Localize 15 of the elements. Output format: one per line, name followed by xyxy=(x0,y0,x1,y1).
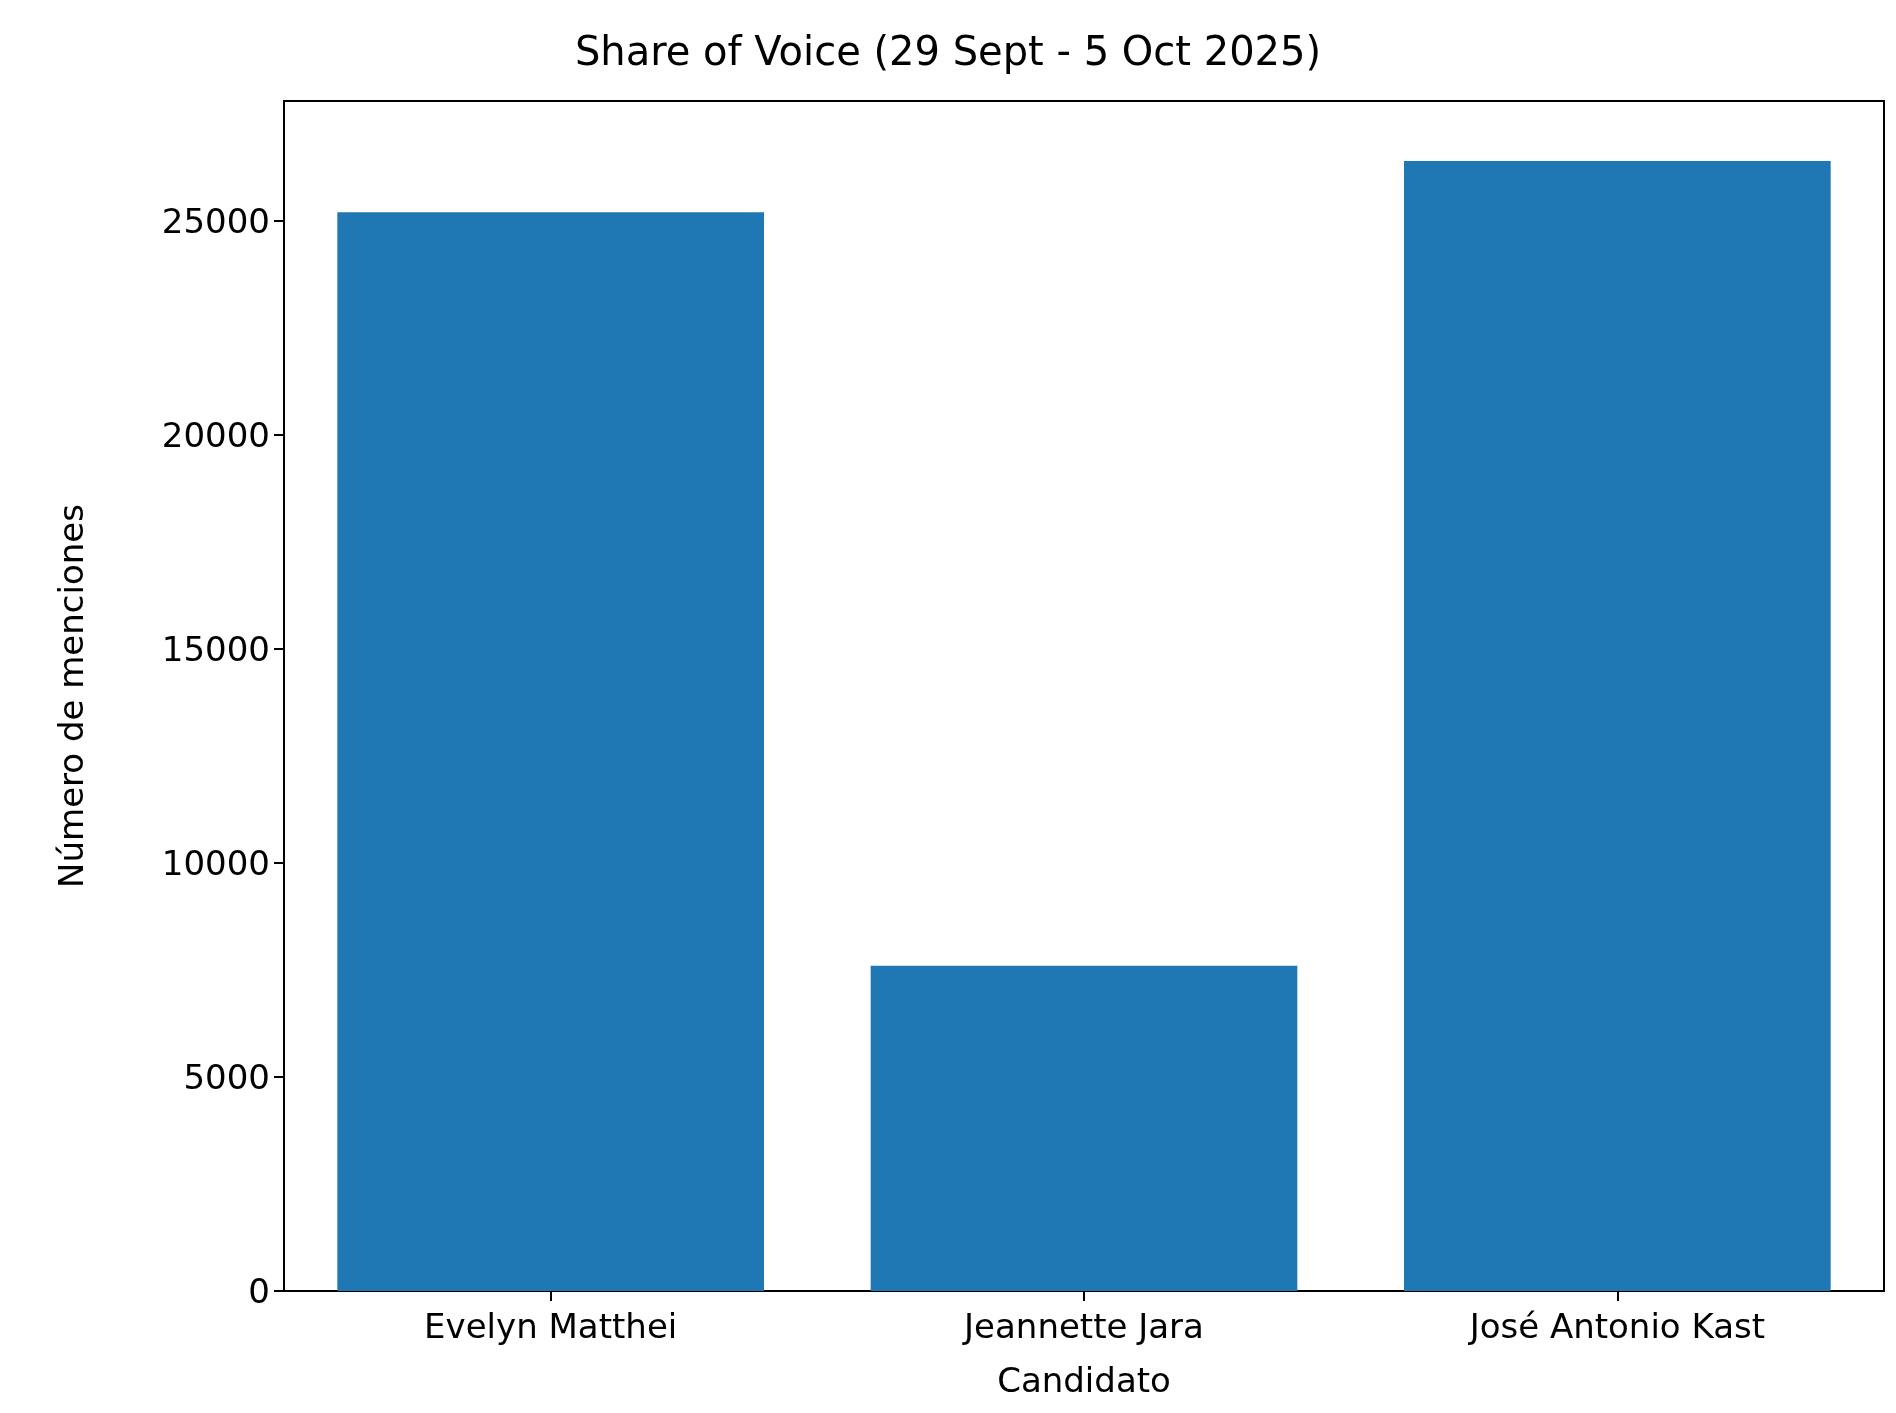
bar xyxy=(1404,160,1831,1291)
y-tick-label: 20000 xyxy=(161,414,270,455)
y-tick-label: 5000 xyxy=(183,1056,270,1097)
y-tick-label: 25000 xyxy=(161,200,270,241)
x-tick-label: José Antonio Kast xyxy=(1467,1306,1766,1346)
y-tick-label: 15000 xyxy=(161,628,270,669)
bar xyxy=(337,212,764,1291)
y-axis-title: Número de menciones xyxy=(51,504,91,888)
y-tick-label: 0 xyxy=(248,1271,270,1311)
x-tick-label: Evelyn Matthei xyxy=(424,1306,678,1346)
x-tick-label: Jeannette Jara xyxy=(962,1306,1204,1346)
bar xyxy=(870,965,1298,1291)
x-axis-title: Candidato xyxy=(997,1360,1171,1400)
chart-title: Share of Voice (29 Sept - 5 Oct 2025) xyxy=(574,28,1322,74)
y-tick-label: 10000 xyxy=(161,842,270,883)
